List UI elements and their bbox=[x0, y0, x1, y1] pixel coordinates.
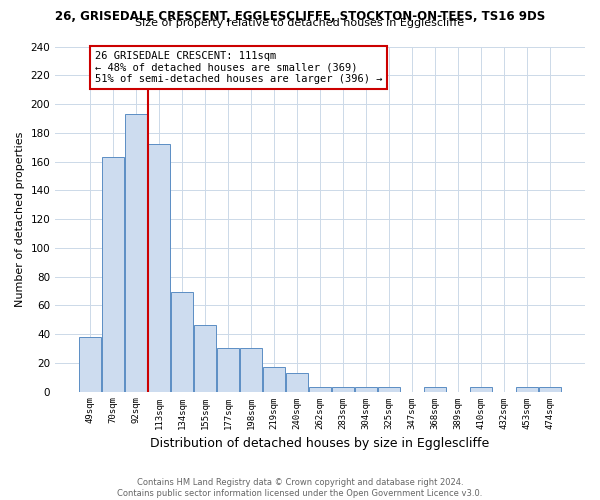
Bar bbox=[148, 144, 170, 392]
Bar bbox=[470, 387, 492, 392]
Text: 26, GRISEDALE CRESCENT, EGGLESCLIFFE, STOCKTON-ON-TEES, TS16 9DS: 26, GRISEDALE CRESCENT, EGGLESCLIFFE, ST… bbox=[55, 10, 545, 23]
Text: Size of property relative to detached houses in Egglescliffe: Size of property relative to detached ho… bbox=[136, 18, 464, 28]
Bar bbox=[194, 326, 216, 392]
Bar bbox=[240, 348, 262, 392]
Bar bbox=[286, 373, 308, 392]
Text: 26 GRISEDALE CRESCENT: 111sqm
← 48% of detached houses are smaller (369)
51% of : 26 GRISEDALE CRESCENT: 111sqm ← 48% of d… bbox=[95, 51, 382, 84]
Y-axis label: Number of detached properties: Number of detached properties bbox=[15, 132, 25, 306]
Bar bbox=[125, 114, 147, 392]
Text: Contains HM Land Registry data © Crown copyright and database right 2024.
Contai: Contains HM Land Registry data © Crown c… bbox=[118, 478, 482, 498]
Bar bbox=[332, 387, 354, 392]
Bar bbox=[355, 387, 377, 392]
Bar bbox=[263, 367, 285, 392]
Bar bbox=[171, 292, 193, 392]
Bar bbox=[539, 387, 561, 392]
Bar bbox=[102, 157, 124, 392]
Bar bbox=[378, 387, 400, 392]
Bar bbox=[79, 337, 101, 392]
Bar bbox=[309, 387, 331, 392]
Bar bbox=[217, 348, 239, 392]
Bar bbox=[516, 387, 538, 392]
Bar bbox=[424, 387, 446, 392]
X-axis label: Distribution of detached houses by size in Egglescliffe: Distribution of detached houses by size … bbox=[151, 437, 490, 450]
